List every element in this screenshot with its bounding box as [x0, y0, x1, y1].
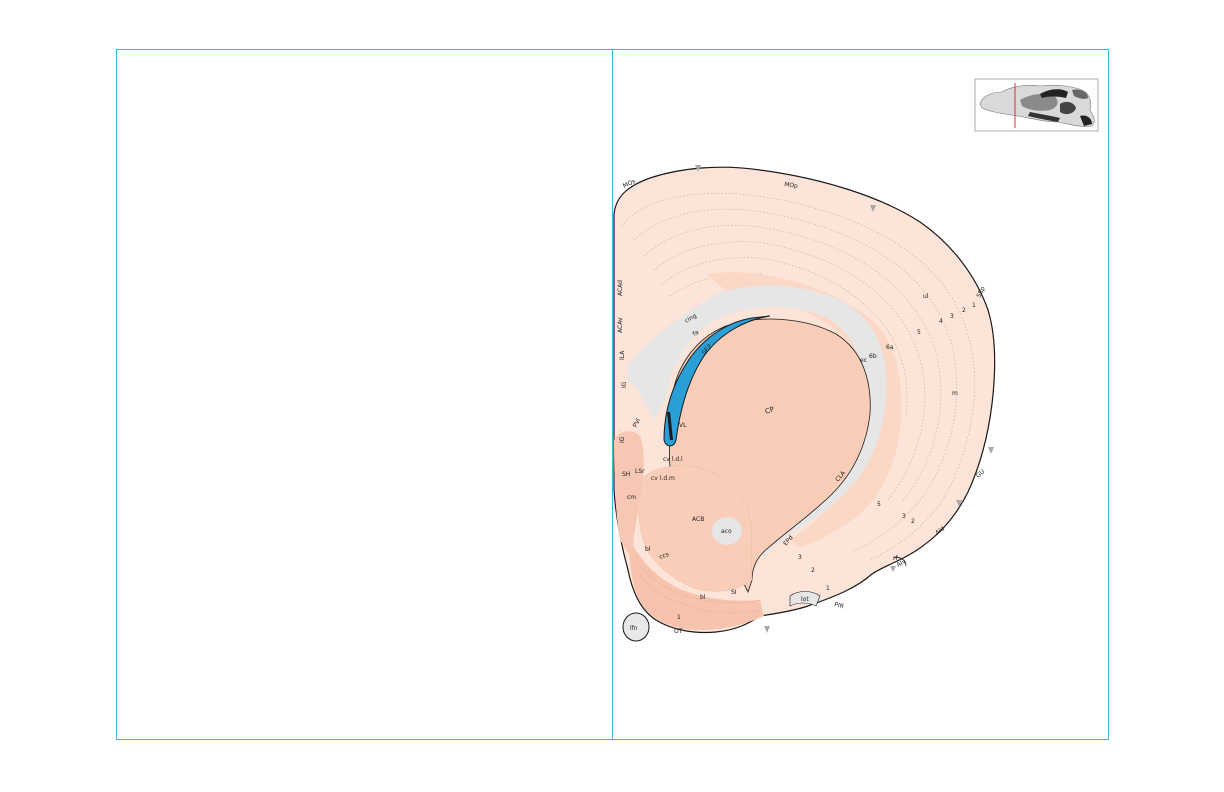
label-layer-6b: 6b	[869, 353, 877, 360]
label-two-b: 2	[911, 518, 915, 525]
label-sh: SH	[622, 471, 630, 478]
label-si: SI	[731, 589, 737, 596]
label-aid: AId	[934, 525, 946, 536]
anterior-commissure	[712, 517, 742, 545]
label-aco: aco	[721, 528, 732, 535]
right-panel-frame	[612, 49, 1109, 740]
label-pir: PIR	[833, 601, 844, 610]
label-one-b: 1	[677, 614, 681, 621]
label-cv-ldl: cv l.d.l	[663, 456, 683, 463]
label-layer-6a: 6a	[886, 344, 894, 351]
label-cp: CP	[764, 405, 775, 416]
label-ccs: ccs	[658, 551, 670, 561]
label-lfn: lfn	[630, 625, 638, 632]
label-three-c: 3	[798, 554, 802, 561]
label-ul: ul	[923, 293, 929, 300]
label-mop: MOp	[784, 181, 799, 190]
label-acad: ACAd	[617, 280, 624, 296]
label-acav: ACAv	[617, 317, 624, 333]
label-fa: fa	[692, 329, 701, 338]
label-pvi: PVi	[632, 417, 643, 429]
label-ssp: SSp	[975, 285, 986, 298]
label-m: m	[952, 390, 958, 397]
left-panel-frame	[116, 49, 613, 740]
label-layer-5: 5	[917, 329, 921, 336]
sagittal-thumbnail	[974, 78, 1099, 132]
label-ig-lower: IG	[619, 436, 626, 443]
boundary-markers	[695, 165, 994, 633]
ventricle-dark-core	[667, 412, 673, 440]
label-one-c: 1	[826, 585, 830, 592]
label-layer-2: 2	[962, 307, 966, 314]
label-bl: bl	[645, 546, 651, 553]
lateral-ventricle	[663, 315, 771, 447]
lateral-olfactory-tract	[789, 591, 821, 607]
olfactory-tubercle-region	[629, 540, 764, 630]
label-acb: ACB	[692, 516, 704, 523]
label-rf: rf	[893, 555, 898, 562]
label-ila: ILA	[619, 350, 626, 360]
rhinal-fissure	[893, 557, 907, 567]
label-vl: VL	[679, 422, 687, 429]
label-ec: ec	[860, 357, 867, 364]
label-ot: OT	[674, 628, 683, 635]
nucleus-accumbens-region	[637, 465, 753, 592]
label-gu: GU	[975, 468, 986, 479]
label-lsr: LSr	[635, 468, 645, 475]
label-lot: lot	[801, 596, 809, 603]
label-layer-1: 1	[972, 302, 976, 309]
label-aiv: AIv	[896, 558, 908, 569]
label-cm: cm	[627, 494, 636, 501]
label-bl-lower: bl	[700, 594, 706, 601]
olfactory-limb	[622, 612, 650, 642]
label-two-c: 2	[811, 567, 815, 574]
label-layer-4: 4	[939, 318, 943, 325]
label-ig-upper: IG	[621, 381, 628, 388]
label-five-b: 5	[877, 501, 881, 508]
label-cv-ldm: cv l.d.m	[651, 475, 675, 482]
label-mos: MOs	[622, 178, 637, 190]
label-layer-3: 3	[950, 313, 954, 320]
label-three-b: 3	[902, 513, 906, 520]
septal-region	[614, 431, 644, 556]
